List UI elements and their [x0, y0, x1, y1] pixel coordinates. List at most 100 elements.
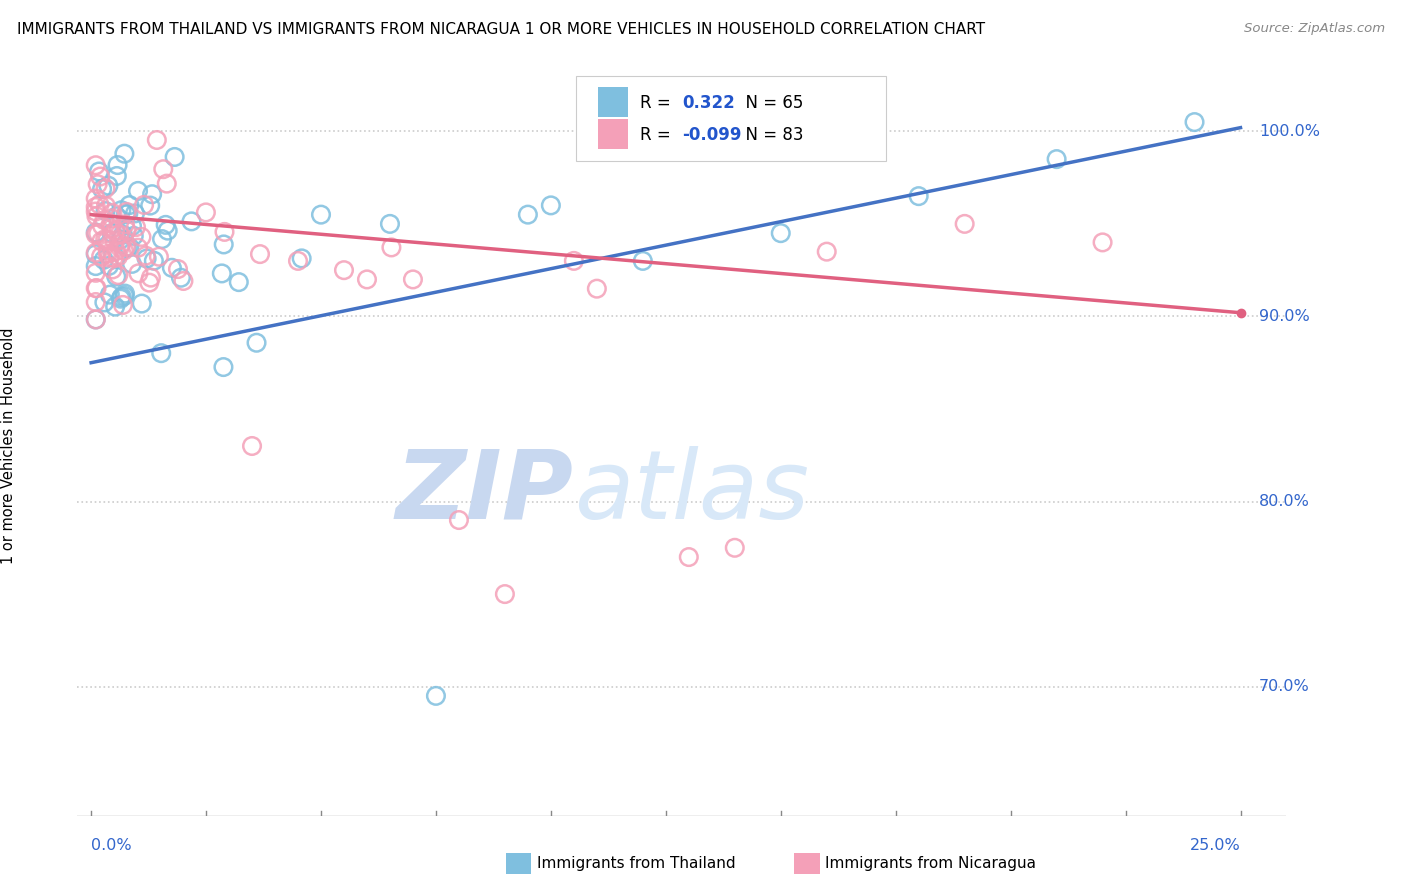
Point	[194, 205, 217, 219]
Point	[125, 220, 148, 235]
Point	[110, 233, 132, 247]
Point	[98, 251, 121, 265]
Point	[111, 298, 134, 312]
Point	[115, 205, 138, 219]
Point	[212, 360, 235, 375]
Point	[86, 281, 108, 295]
Text: 1 or more Vehicles in Household: 1 or more Vehicles in Household	[1, 327, 15, 565]
Point	[104, 300, 127, 314]
Point	[114, 217, 136, 231]
Point	[86, 178, 108, 192]
Point	[108, 227, 131, 242]
Point	[167, 262, 190, 277]
Point	[94, 199, 117, 213]
Point	[156, 177, 179, 191]
Point	[142, 253, 165, 268]
Point	[333, 263, 356, 277]
Text: 0.0%: 0.0%	[91, 838, 132, 854]
Text: -0.099: -0.099	[682, 126, 741, 144]
Text: 0.322: 0.322	[682, 94, 735, 112]
Point	[122, 228, 145, 243]
Point	[84, 226, 107, 240]
Point	[135, 249, 157, 263]
Point	[124, 206, 146, 220]
Point	[104, 235, 127, 249]
Point	[93, 252, 115, 267]
Point	[110, 292, 132, 306]
Point	[84, 158, 107, 172]
Point	[494, 587, 516, 601]
Point	[98, 287, 121, 301]
Point	[148, 250, 170, 264]
Point	[93, 295, 115, 310]
Point	[150, 346, 173, 360]
Point	[101, 211, 124, 226]
Point	[110, 236, 132, 251]
Point	[84, 204, 107, 219]
Point	[94, 181, 117, 195]
Text: 80.0%: 80.0%	[1258, 494, 1310, 509]
Text: 70.0%: 70.0%	[1258, 679, 1309, 694]
Text: R =: R =	[640, 94, 676, 112]
Point	[84, 281, 107, 295]
Point	[1046, 152, 1069, 166]
Point	[91, 219, 114, 233]
Point	[84, 227, 107, 242]
Point	[211, 267, 233, 281]
Point	[97, 178, 120, 193]
Point	[118, 240, 141, 254]
Point	[94, 232, 117, 246]
Point	[586, 282, 609, 296]
Point	[1091, 235, 1114, 250]
Point	[170, 270, 193, 285]
Point	[516, 208, 538, 222]
Point	[89, 197, 111, 211]
Point	[111, 290, 134, 304]
Point	[86, 209, 108, 223]
Point	[309, 208, 332, 222]
Point	[138, 276, 160, 290]
Point	[127, 266, 149, 280]
Point	[107, 268, 129, 282]
Point	[100, 216, 122, 230]
Point	[212, 237, 235, 252]
Point	[907, 189, 929, 203]
Point	[127, 241, 149, 255]
Point	[678, 549, 700, 565]
Text: 25.0%: 25.0%	[1189, 838, 1240, 854]
Point	[112, 146, 135, 161]
Point	[84, 295, 107, 310]
Point	[724, 541, 747, 555]
Point	[447, 513, 470, 527]
Point	[110, 203, 132, 218]
Point	[97, 259, 120, 273]
Point	[180, 214, 202, 228]
Point	[152, 162, 174, 177]
Point	[89, 169, 111, 184]
Point	[155, 218, 177, 232]
Point	[150, 232, 173, 246]
Text: Immigrants from Thailand: Immigrants from Thailand	[537, 856, 735, 871]
Point	[111, 227, 134, 242]
Point	[100, 221, 122, 235]
Point	[84, 200, 107, 214]
Point	[90, 234, 112, 248]
Point	[131, 230, 153, 244]
Point	[121, 257, 143, 271]
Point	[127, 184, 149, 198]
Point	[105, 269, 128, 284]
Point	[91, 182, 114, 196]
Point	[172, 274, 194, 288]
Point	[84, 312, 107, 326]
Point	[103, 251, 125, 265]
Text: N = 65: N = 65	[735, 94, 804, 112]
Point	[631, 253, 654, 268]
Point	[115, 241, 138, 255]
Point	[84, 259, 107, 273]
Point	[121, 219, 143, 233]
Point	[87, 227, 110, 241]
Point	[115, 223, 138, 237]
Point	[117, 206, 139, 220]
Point	[540, 198, 562, 212]
Point	[240, 439, 263, 453]
